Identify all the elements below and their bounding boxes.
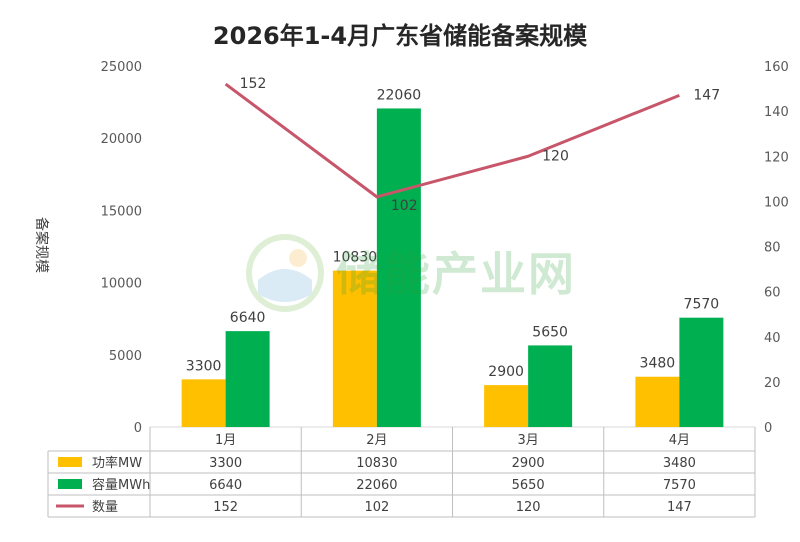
watermark: 储能产业网 — [240, 228, 580, 318]
line-data-label: 120 — [542, 148, 569, 164]
data-label: 3480 — [640, 356, 676, 372]
legend-label: 功率MW — [92, 455, 142, 471]
legend-label: 数量 — [92, 500, 118, 515]
bar — [181, 379, 226, 427]
y-tick-label: 15000 — [101, 204, 142, 219]
table-cell: 152 — [213, 500, 238, 515]
bar — [679, 317, 724, 427]
y-tick-label: 10000 — [101, 277, 142, 292]
table-cell: 147 — [667, 500, 692, 515]
data-label: 10830 — [333, 250, 378, 266]
line-data-label: 102 — [391, 198, 418, 214]
category-label: 2月 — [366, 433, 387, 448]
legend-key — [58, 479, 82, 489]
category-label: 1月 — [215, 433, 236, 448]
table-cell: 7570 — [663, 478, 696, 493]
category-label: 4月 — [669, 433, 690, 448]
y2-tick-label: 0 — [764, 421, 772, 436]
bar — [528, 345, 573, 427]
legend-label: 容量MWh — [92, 477, 150, 493]
chart-title: 2026年1-4月广东省储能备案规模 — [213, 22, 588, 50]
data-label: 3300 — [186, 358, 222, 374]
bar — [484, 385, 529, 427]
y2-tick-label: 40 — [764, 331, 781, 346]
table-cell: 2900 — [512, 456, 545, 471]
table-cell: 3300 — [209, 456, 242, 471]
bar — [225, 331, 270, 427]
bar — [635, 376, 680, 427]
y-tick-label: 5000 — [109, 349, 142, 364]
table-cell: 6640 — [209, 478, 242, 493]
y-tick-label: 20000 — [101, 132, 142, 147]
data-label: 7570 — [684, 297, 720, 313]
table-cell: 22060 — [356, 478, 397, 493]
y2-tick-label: 80 — [764, 241, 781, 256]
y2-tick-label: 60 — [764, 286, 781, 301]
series-line — [224, 82, 680, 199]
legend-key — [58, 457, 82, 467]
table-cell: 120 — [516, 500, 541, 515]
data-label: 2900 — [488, 364, 524, 380]
y-tick-label: 25000 — [101, 60, 142, 75]
y2-tick-label: 140 — [764, 105, 789, 120]
category-label: 3月 — [517, 433, 538, 448]
line-data-label: 147 — [693, 87, 720, 103]
bar — [332, 270, 377, 427]
line-data-label: 152 — [240, 76, 267, 92]
y-axis-label: 备案规模 — [33, 217, 50, 273]
data-label: 5650 — [532, 324, 568, 340]
table-cell: 10830 — [356, 456, 397, 471]
data-label: 22060 — [377, 87, 422, 103]
data-label: 6640 — [230, 310, 266, 326]
y2-tick-label: 120 — [764, 150, 789, 165]
y2-tick-label: 20 — [764, 376, 781, 391]
y-tick-label: 0 — [134, 421, 142, 436]
table-cell: 102 — [364, 500, 389, 515]
watermark-text: 储能产业网 — [336, 247, 576, 301]
y2-tick-label: 160 — [764, 60, 789, 75]
table-cell: 5650 — [512, 478, 545, 493]
y2-tick-label: 100 — [764, 195, 789, 210]
bar — [376, 108, 421, 427]
watermark-logo-icon — [246, 234, 324, 312]
table-cell: 3480 — [663, 456, 696, 471]
